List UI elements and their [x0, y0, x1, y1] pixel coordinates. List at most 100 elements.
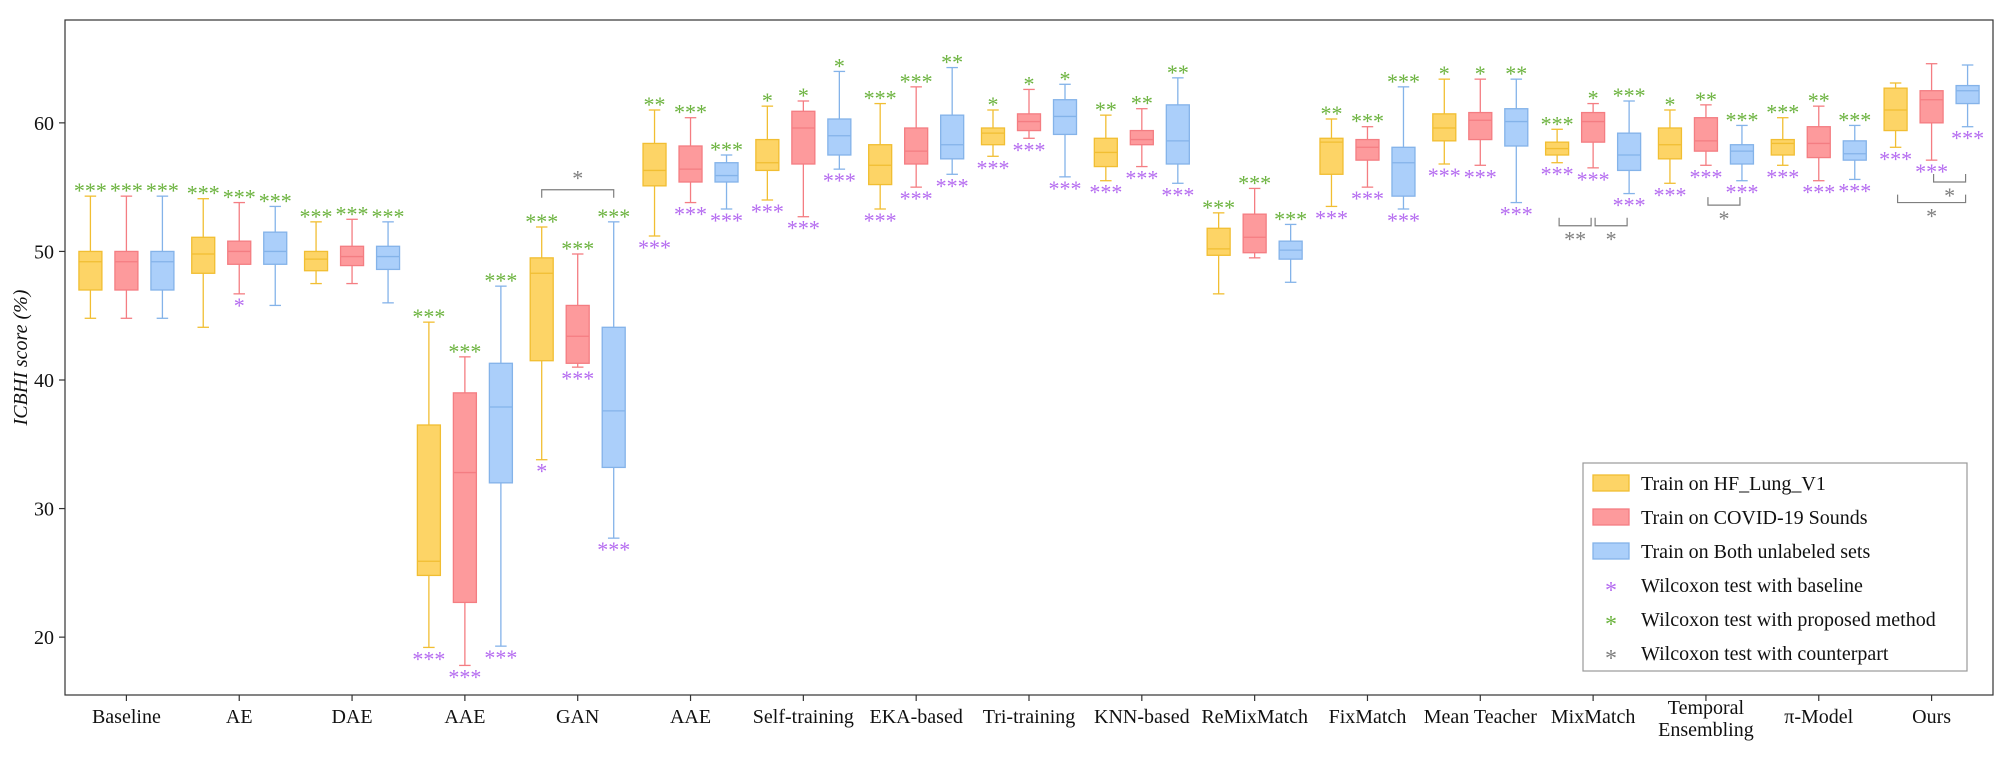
box-3-3 — [488, 285, 514, 647]
proposed-significance-stars: *** — [900, 69, 933, 94]
proposed-significance-stars: *** — [1613, 83, 1646, 108]
box-body — [1806, 126, 1831, 159]
x-tick-label: AAE — [670, 706, 711, 728]
proposed-significance-stars: * — [1024, 71, 1035, 96]
box-2-6 — [791, 100, 816, 218]
proposed-significance-stars: *** — [1238, 170, 1271, 195]
counterpart-bracket — [1558, 217, 1592, 227]
baseline-significance-stars: *** — [597, 537, 630, 562]
counterpart-bracket — [1594, 217, 1628, 227]
box-1-8 — [980, 109, 1006, 157]
baseline-significance-stars: *** — [900, 186, 933, 211]
x-tick-label: Tri-training — [983, 706, 1076, 728]
counterpart-significance-stars: * — [572, 166, 583, 191]
proposed-significance-stars: *** — [1202, 195, 1235, 220]
x-tick-label: ReMixMatch — [1201, 706, 1308, 728]
legend-swatch — [1592, 508, 1630, 526]
box-3-6 — [827, 70, 852, 170]
proposed-significance-stars: *** — [300, 204, 333, 229]
box-body — [1580, 111, 1606, 143]
legend-label: Wilcoxon test with counterpart — [1641, 643, 1889, 665]
baseline-significance-stars: *** — [484, 645, 517, 670]
box-2-14 — [1693, 104, 1719, 166]
baseline-significance-stars: *** — [1541, 162, 1574, 187]
proposed-significance-stars: * — [988, 92, 999, 117]
baseline-significance-stars: *** — [1315, 205, 1348, 230]
box-3-11 — [1391, 86, 1416, 210]
baseline-significance-stars: *** — [1951, 126, 1984, 151]
box-body — [375, 245, 401, 271]
box-1-4 — [529, 226, 554, 461]
legend-label: Wilcoxon test with proposed method — [1641, 609, 1936, 631]
counterpart-bracket — [541, 189, 615, 198]
proposed-significance-stars: * — [1439, 61, 1450, 86]
legend-frame — [1582, 462, 1968, 672]
box-body — [642, 142, 667, 187]
y-tick-label: 20 — [34, 627, 54, 649]
box-body — [1616, 132, 1642, 172]
proposed-significance-stars: *** — [74, 178, 107, 203]
legend-label: Wilcoxon test with baseline — [1641, 575, 1863, 597]
counterpart-bracket — [1932, 174, 1967, 183]
box-2-10 — [1242, 187, 1267, 259]
proposed-significance-stars: *** — [864, 86, 897, 111]
baseline-significance-stars: *** — [1464, 164, 1497, 189]
box-2-0 — [114, 195, 139, 319]
proposed-significance-stars: *** — [1351, 109, 1384, 134]
box-2-16 — [1919, 63, 1944, 161]
box-body — [791, 110, 816, 165]
box-3-1 — [263, 205, 288, 307]
y-tick-label: 30 — [34, 499, 54, 521]
box-3-12 — [1504, 78, 1529, 204]
box-1-14 — [1657, 109, 1683, 184]
box-1-10 — [1206, 212, 1231, 295]
x-tick-label: Mean Teacher — [1424, 706, 1538, 728]
proposed-significance-stars: *** — [674, 100, 707, 125]
box-1-12 — [1432, 78, 1457, 165]
box-body — [601, 326, 626, 469]
box-3-4 — [601, 221, 626, 539]
x-tick-label: AAE — [444, 706, 485, 728]
baseline-significance-stars: *** — [1500, 202, 1533, 227]
box-3-9 — [1165, 77, 1190, 184]
box-body — [452, 392, 478, 604]
baseline-significance-stars: *** — [1838, 178, 1871, 203]
x-tick-label: π-Model — [1784, 706, 1853, 728]
box-2-7 — [904, 86, 929, 188]
box-1-15 — [1770, 117, 1795, 166]
proposed-significance-stars: *** — [561, 236, 594, 261]
box-2-4 — [565, 253, 590, 368]
proposed-significance-stars: *** — [1274, 206, 1307, 231]
y-tick-label: 50 — [34, 241, 54, 263]
box-2-12 — [1468, 78, 1493, 166]
proposed-significance-stars: ** — [1505, 61, 1527, 86]
box-2-11 — [1355, 126, 1380, 188]
x-tick-label: EKA-based — [870, 706, 963, 728]
proposed-significance-stars: *** — [1541, 111, 1574, 136]
counterpart-significance-stars: * — [1944, 183, 1955, 208]
proposed-significance-stars: ** — [941, 50, 963, 75]
box-body — [227, 240, 252, 265]
box-body — [1770, 138, 1795, 156]
box-body — [1242, 213, 1267, 254]
proposed-significance-stars: ** — [1808, 88, 1830, 113]
baseline-significance-stars: *** — [1879, 146, 1912, 171]
baseline-significance-stars: *** — [674, 202, 707, 227]
baseline-significance-stars: *** — [1725, 180, 1758, 205]
legend-star-icon: * — [1605, 612, 1617, 638]
box-3-7 — [940, 66, 965, 175]
baseline-significance-stars: *** — [1428, 163, 1461, 188]
box-body — [1391, 146, 1416, 197]
legend-star-icon: * — [1605, 578, 1617, 604]
baseline-significance-stars: *** — [751, 199, 784, 224]
box-body — [263, 231, 288, 265]
legend-label: Train on HF_Lung_V1 — [1641, 473, 1826, 495]
box-3-13 — [1616, 100, 1642, 195]
box-body — [940, 114, 965, 160]
proposed-significance-stars: * — [834, 53, 845, 78]
box-2-2 — [339, 218, 365, 285]
baseline-significance-stars: *** — [1613, 193, 1646, 218]
baseline-significance-stars: * — [234, 293, 245, 318]
box-1-1 — [191, 198, 216, 328]
box-body — [1729, 144, 1755, 165]
